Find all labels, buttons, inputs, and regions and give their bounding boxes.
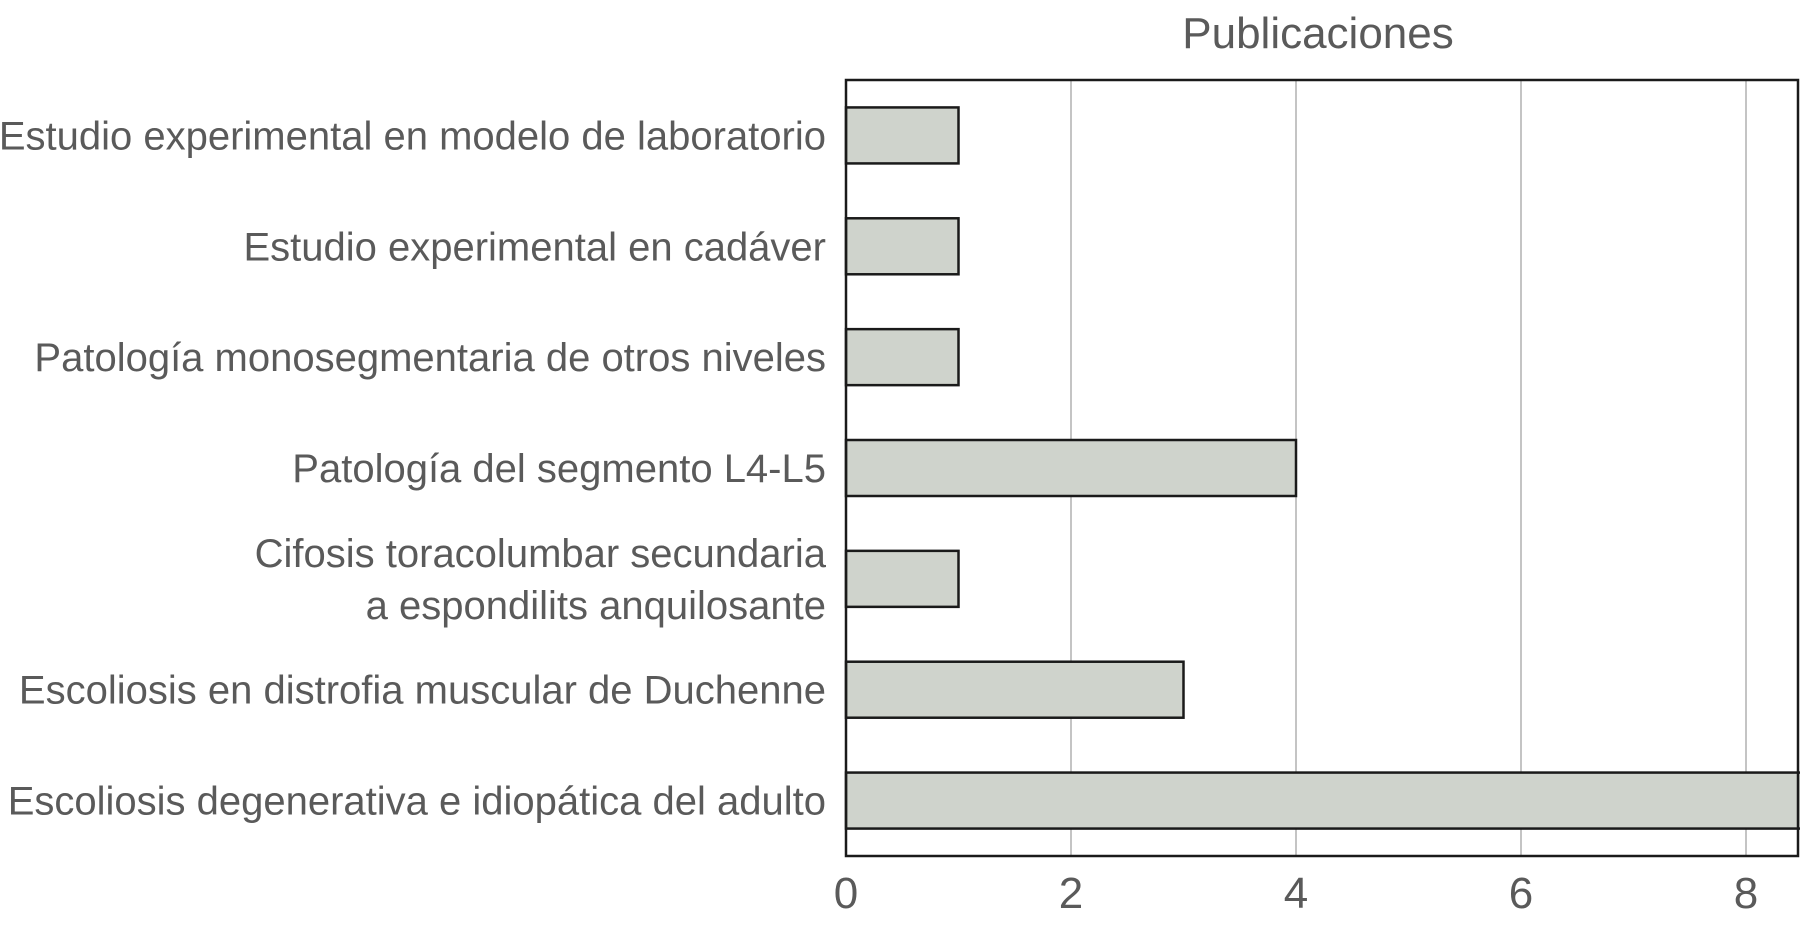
category-label: a espondilits anquilosante: [366, 584, 826, 628]
bar: [844, 106, 960, 165]
plot-frame: [844, 78, 1800, 858]
category-labels: Estudio experimental en modelo de labora…: [0, 114, 827, 823]
bar: [844, 771, 1800, 830]
x-tick-label: 4: [1284, 869, 1308, 918]
category-label: Escoliosis degenerativa e idiopática del…: [8, 780, 826, 824]
x-tick-label: 6: [1509, 869, 1533, 918]
bar: [844, 327, 960, 387]
x-tick-labels: 0246810121416: [834, 869, 1758, 918]
bar: [844, 217, 960, 276]
chart-title: Publicaciones: [1182, 9, 1454, 58]
x-tick-label: 8: [1734, 869, 1758, 918]
bar: [844, 438, 1298, 498]
bar: [844, 660, 1185, 719]
x-tick-label: 2: [1059, 869, 1083, 918]
x-tick-label: 0: [834, 869, 858, 918]
category-label: Escoliosis en distrofia muscular de Duch…: [19, 669, 826, 713]
category-label: Patología del segmento L4-L5: [292, 447, 826, 491]
plot-border: [844, 78, 1800, 858]
category-label: Estudio experimental en cadáver: [243, 225, 826, 269]
category-label: Estudio experimental en modelo de labora…: [0, 114, 826, 158]
bars: [844, 106, 1800, 830]
bar: [844, 549, 960, 609]
category-label: Patología monosegmentaria de otros nivel…: [34, 336, 826, 380]
category-label: Cifosis toracolumbar secundaria: [255, 532, 827, 576]
